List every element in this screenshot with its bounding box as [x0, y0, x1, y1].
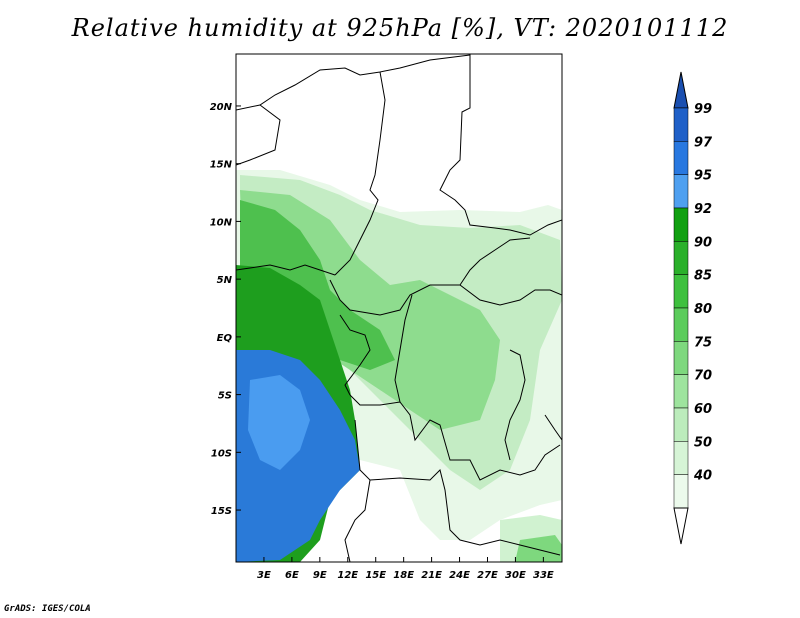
colorbar-segment: [673, 474, 689, 509]
colorbar-level-label: 97: [694, 135, 713, 150]
colorbar-level-label: 75: [694, 335, 712, 350]
colorbar-segment: [673, 341, 689, 375]
colorbar-segment: [673, 441, 689, 475]
humidity-97-region: [248, 375, 310, 470]
latitude-axis: 20N 15N 10N 5N EQ 5S 10S 15S: [210, 102, 241, 517]
lat-tick-label: 15N: [210, 160, 233, 171]
map-frame: [235, 53, 563, 563]
colorbar-segment: [673, 274, 689, 309]
colorbar-top-arrow: [673, 71, 689, 109]
humidity-south-green: [515, 535, 562, 562]
lat-tick-label: EQ: [217, 333, 233, 344]
colorbar-segment: [673, 207, 689, 242]
lon-tick-label: 21E: [421, 570, 442, 581]
lon-tick-label: 24E: [449, 570, 470, 581]
lon-tick-label: 30E: [505, 570, 526, 581]
colorbar-level-label: 70: [694, 369, 712, 384]
colorbar-level-label: 92: [694, 202, 712, 217]
lon-tick-label: 33E: [533, 570, 554, 581]
country-borders: [236, 54, 562, 562]
lon-tick-label: 18E: [393, 570, 414, 581]
colorbar-segment: [673, 241, 689, 275]
colorbar-level-label: 50: [694, 435, 712, 450]
lon-tick-label: 15E: [365, 570, 386, 581]
grads-credit: GrADS: IGES/COLA: [4, 604, 91, 614]
lat-tick-label: 20N: [210, 102, 233, 113]
lat-tick-label: 10N: [210, 217, 233, 228]
lat-tick-label: 5S: [218, 391, 232, 402]
colorbar-segment: [673, 174, 689, 209]
lon-tick-label: 9E: [313, 570, 327, 581]
colorbar-level-label: 40: [693, 469, 712, 484]
lon-tick-label: 12E: [337, 570, 358, 581]
colorbar-level-label: 80: [694, 302, 712, 317]
colorbar-level-label: 60: [694, 402, 712, 417]
colorbar-segment: [673, 374, 689, 409]
lat-tick-label: 15S: [211, 506, 232, 517]
colorbar-level-label: 90: [694, 235, 712, 250]
humidity-85-region: [240, 200, 395, 370]
longitude-axis: 3E 6E 9E 12E 15E 18E 21E 24E 27E 30E 33E: [257, 557, 554, 581]
colorbar-level-label: 85: [694, 269, 712, 284]
lat-tick-label: 5N: [217, 275, 233, 286]
lat-tick-label: 10S: [211, 448, 232, 459]
colorbar-segment: [673, 107, 689, 142]
colorbar-level-label: 95: [694, 169, 712, 184]
lon-tick-label: 27E: [477, 570, 498, 581]
colorbar-bottom-arrow: [673, 507, 689, 545]
colorbar-segment: [673, 407, 689, 442]
colorbar-segment: [673, 141, 689, 175]
lon-tick-label: 6E: [285, 570, 299, 581]
colorbar-level-label: 99: [694, 102, 712, 117]
colorbar-segment: [673, 307, 689, 342]
lon-tick-label: 3E: [257, 570, 271, 581]
map-title: Relative humidity at 925hPa [%], VT: 202…: [71, 14, 729, 42]
